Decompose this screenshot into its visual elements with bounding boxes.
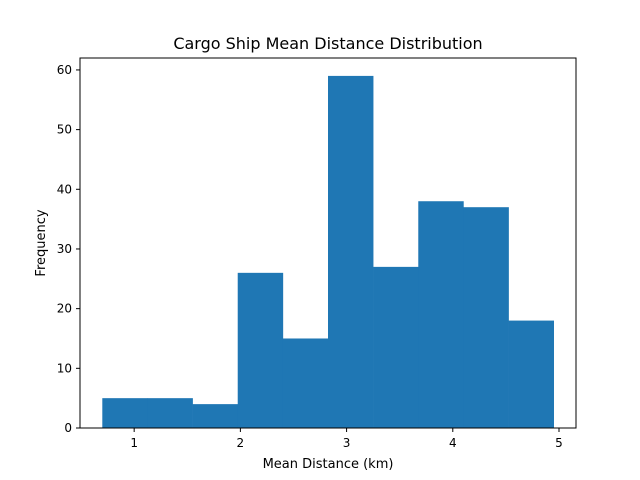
histogram-bar [328,75,374,428]
x-tick-label: 2 [237,436,245,450]
histogram-bar [282,338,329,428]
x-tick-label: 3 [343,436,351,450]
x-tick-label: 5 [555,436,563,450]
y-tick-label: 10 [57,361,72,375]
histogram-bar [508,320,554,428]
y-tick-label: 0 [64,421,72,435]
x-axis-label: Mean Distance (km) [263,457,394,472]
y-tick-label: 30 [57,242,72,256]
histogram-bar [418,201,464,428]
y-axis: 0 10 20 30 40 50 60 [57,63,80,435]
x-tick-label: 1 [130,436,138,450]
x-tick-label: 4 [449,436,457,450]
chart-title: Cargo Ship Mean Distance Distribution [173,34,482,53]
y-tick-label: 40 [57,182,72,196]
y-axis-label: Frequency [34,209,49,276]
histogram-bar [463,207,509,428]
y-tick-label: 20 [57,302,72,316]
x-axis: 1 2 3 4 5 [130,428,563,450]
bars-group [102,75,554,428]
y-tick-label: 60 [57,63,72,77]
histogram-bar [373,266,419,428]
histogram-bar [192,404,239,428]
histogram-bar [147,398,193,428]
y-tick-label: 50 [57,123,72,137]
histogram-bar [237,272,284,428]
plot-frame [79,57,577,429]
histogram-bar [102,398,148,428]
